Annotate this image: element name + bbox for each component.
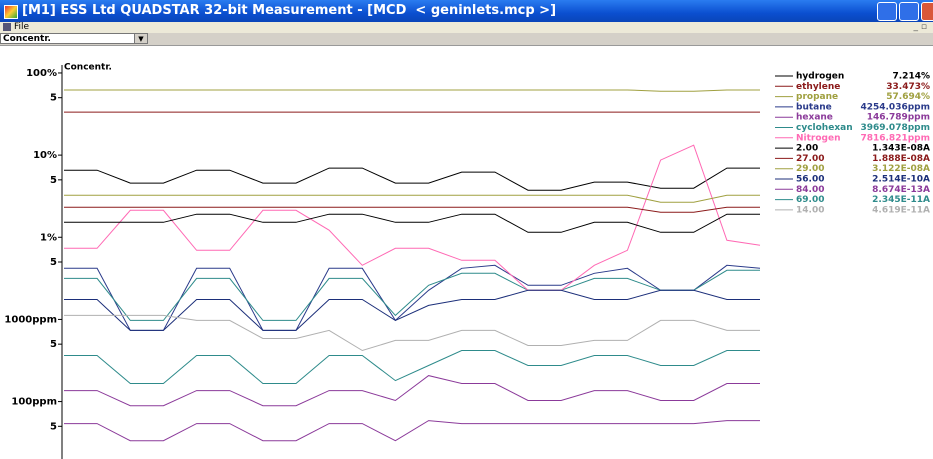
legend-reading: 1.888E-08A (872, 154, 930, 164)
legend-reading: 4.619E-11A (872, 205, 930, 215)
legend-name: 56.00 (796, 175, 824, 185)
legend-reading: 2.514E-10A (872, 175, 930, 185)
y-tick-label: 5 (50, 175, 57, 186)
mdi-controls[interactable]: _ ▫ (913, 22, 927, 32)
series-line (64, 269, 760, 321)
series-line (64, 314, 760, 352)
y-axis-label: Concentr. (64, 63, 112, 73)
y-tick-label: 5 (50, 421, 57, 432)
app-icon (4, 5, 18, 19)
chart: Concentr. 100% 5 10% 5 1% 5 1000ppm 5 100ppm 5 hyd… (4, 63, 931, 459)
y-tick-label: 5 (50, 93, 57, 104)
legend-name: hexane (796, 113, 833, 123)
legend-reading: 57.694% (886, 92, 930, 102)
legend-reading: 4254.036ppm (860, 102, 930, 112)
legend-name: propane (796, 92, 838, 102)
y-tick-label: 1000ppm (4, 314, 57, 325)
legend-name: ethylene (796, 82, 840, 92)
toolbar: Concentr. ▼ (0, 33, 933, 46)
legend-reading: 1.343E-08A (872, 144, 930, 154)
series-line (64, 375, 760, 407)
series-line (64, 420, 760, 442)
legend-name: 69.00 (796, 195, 824, 205)
series-line (64, 350, 760, 384)
dropdown-text: Concentr. (3, 34, 51, 44)
y-tick-label: 5 (50, 339, 57, 350)
y-tick-label: 5 (50, 257, 57, 268)
legend-name: 2.00 (796, 144, 818, 154)
legend-name: hydrogen (796, 72, 844, 82)
legend-reading: 7816.821ppm (860, 133, 930, 143)
legend-reading: 7.214% (893, 72, 931, 82)
legend-name: Nitrogen (796, 133, 841, 143)
menu-item[interactable]: File (14, 22, 30, 32)
title-bar: [M1] ESS Ltd QUADSTAR 32-bit Measurement… (0, 0, 933, 22)
window-title: [M1] ESS Ltd QUADSTAR 32-bit Measurement… (22, 3, 557, 18)
series-line (64, 213, 760, 233)
series-line (64, 89, 760, 92)
unit-dropdown[interactable]: Concentr. ▼ (0, 33, 148, 44)
dropdown-arrow[interactable]: ▼ (134, 34, 147, 43)
y-tick-label: 1% (40, 232, 57, 243)
minimize-button[interactable] (877, 2, 897, 21)
legend-reading: 146.789ppm (867, 113, 930, 123)
legend-name: 84.00 (796, 185, 824, 195)
menu-icon (3, 23, 11, 31)
legend-reading: 8.674E-13A (872, 185, 930, 195)
series-line (64, 206, 760, 213)
y-tick-label: 100ppm (11, 397, 57, 408)
maximize-button[interactable] (899, 2, 919, 21)
legend-name: 29.00 (796, 164, 824, 174)
legend-name: 27.00 (796, 154, 824, 164)
menu-bar: File _ ▫ (0, 22, 933, 33)
y-tick-label: 10% (33, 150, 57, 161)
legend-name: butane (796, 102, 832, 112)
y-tick-label: 100% (26, 68, 57, 79)
legend-reading: 33.473% (886, 82, 930, 92)
series-line (64, 264, 761, 331)
legend-reading: 2.345E-11A (872, 195, 930, 205)
legend-name: cyclohexan (796, 123, 853, 133)
series-line (64, 194, 760, 203)
series-line (64, 144, 761, 291)
series-line (64, 289, 760, 331)
legend-reading: 3.122E-08A (872, 164, 930, 174)
legend-reading: 3969.078ppm (860, 123, 930, 133)
series-line (64, 167, 760, 191)
legend-name: 14.00 (796, 205, 824, 215)
close-button[interactable] (921, 2, 933, 21)
